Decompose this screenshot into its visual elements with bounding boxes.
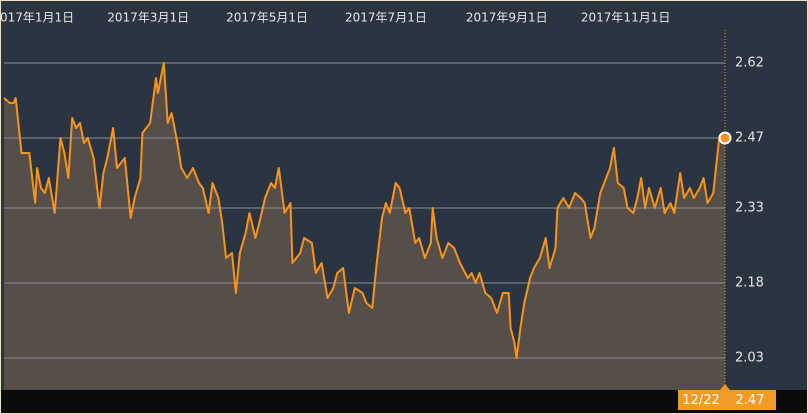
y-tick-label: 2.18 xyxy=(735,276,764,291)
line xyxy=(3,62,725,359)
x-tick-label: 2017年3月1日 xyxy=(107,11,189,25)
end-dot xyxy=(718,131,732,145)
y-tick-label: 2.03 xyxy=(735,351,764,366)
y-tick-label: 2.62 xyxy=(735,56,764,71)
x-tick-label: 2017年5月1日 xyxy=(226,11,308,25)
end-value-label: 2.47 xyxy=(736,393,765,408)
area-fill xyxy=(4,63,725,390)
bottom-strip xyxy=(0,390,808,414)
x-tick-label: 2017年11月1日 xyxy=(581,11,670,25)
end-date-label: 12/22 xyxy=(682,393,719,408)
x-tick-label: 2017年7月1日 xyxy=(345,11,427,25)
end-label-box xyxy=(678,390,776,410)
x-tick-label: 2017年9月1日 xyxy=(466,11,548,25)
y-tick-label: 2.33 xyxy=(735,201,764,216)
x-tick-label: 2017年1月1日 xyxy=(0,11,74,25)
y-tick-label: 2.47 xyxy=(735,131,764,146)
end-pointer xyxy=(720,384,730,390)
